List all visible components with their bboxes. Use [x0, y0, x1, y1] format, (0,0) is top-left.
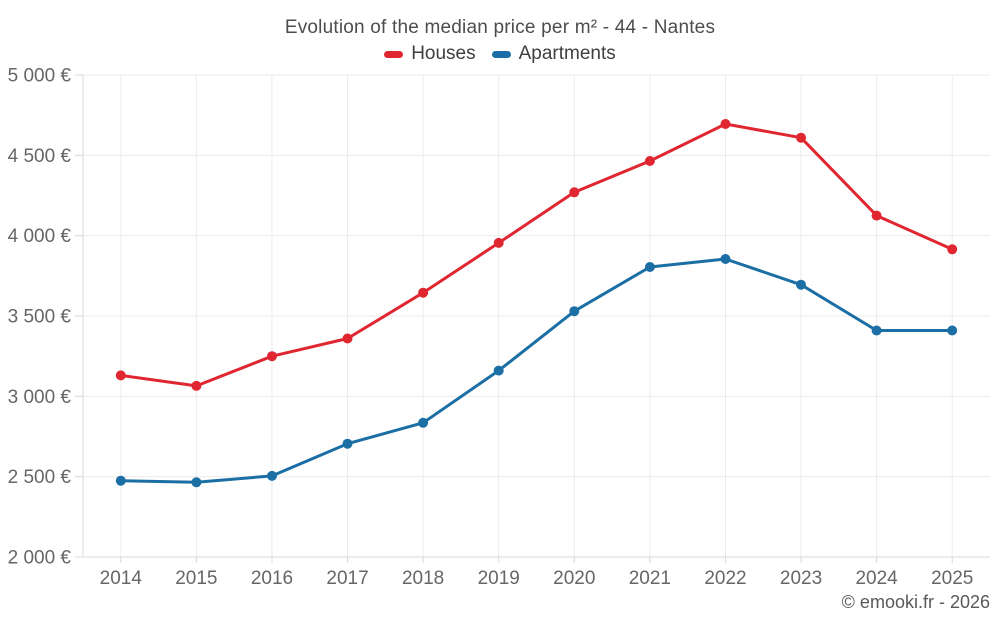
y-tick-label: 5 000 € [8, 66, 72, 87]
apartments-point-2020[interactable] [569, 306, 580, 317]
x-tick-label: 2022 [704, 568, 746, 589]
y-tick-label: 2 000 € [8, 548, 72, 569]
houses-line [119, 122, 954, 388]
legend-item-apartments[interactable]: Apartments [491, 43, 616, 65]
apartments-legend-label: Apartments [518, 43, 616, 64]
houses-point-2022[interactable] [720, 119, 731, 129]
x-tick-label: 2025 [931, 568, 973, 589]
houses-point-2015[interactable] [191, 380, 202, 391]
x-tick-label: 2017 [326, 568, 368, 589]
houses-point-2016[interactable] [267, 351, 277, 362]
x-tick-label: 2014 [100, 568, 143, 589]
x-tick-label: 2015 [175, 568, 217, 589]
houses-point-2017[interactable] [342, 333, 353, 344]
y-tick-label: 4 000 € [8, 226, 72, 247]
houses-point-2024[interactable] [871, 210, 882, 221]
y-tick-label: 2 500 € [8, 467, 72, 488]
apartments-point-2024[interactable] [871, 325, 882, 336]
copyright-credit: © emooki.fr - 2026 [841, 592, 990, 612]
x-tick-label: 2023 [780, 568, 822, 589]
houses-point-2025[interactable] [947, 244, 958, 255]
apartments-legend-swatch [491, 50, 511, 58]
apartments-line [119, 257, 954, 484]
y-tick-label: 3 500 € [8, 307, 72, 328]
apartments-point-2017[interactable] [342, 438, 353, 449]
x-tick-label: 2016 [251, 568, 293, 589]
apartments-point-2021[interactable] [644, 262, 655, 272]
houses-point-2014[interactable] [115, 370, 126, 381]
apartments-point-2014[interactable] [115, 475, 126, 486]
y-tick-label: 4 500 € [8, 146, 72, 167]
chart-legend: Houses Apartments [0, 43, 1000, 65]
apartments-point-2025[interactable] [947, 325, 958, 336]
apartments-point-2019[interactable] [493, 365, 504, 376]
x-tick-label: 2024 [855, 568, 898, 589]
chart-title: Evolution of the median price per m² - 4… [284, 17, 716, 38]
houses-legend-swatch [384, 50, 404, 58]
houses-point-2018[interactable] [418, 287, 429, 298]
x-tick-label: 2019 [478, 568, 520, 589]
apartments-point-2016[interactable] [267, 470, 277, 481]
apartments-point-2022[interactable] [720, 254, 731, 264]
houses-point-2019[interactable] [493, 237, 504, 248]
apartments-point-2018[interactable] [418, 417, 429, 428]
houses-point-2021[interactable] [644, 156, 655, 166]
x-tick-label: 2018 [402, 568, 444, 589]
houses-point-2023[interactable] [796, 132, 806, 143]
houses-legend-label: Houses [411, 43, 476, 64]
apartments-point-2015[interactable] [191, 477, 202, 488]
apartments-point-2023[interactable] [796, 279, 806, 290]
x-tick-label: 2021 [629, 568, 671, 589]
houses-point-2020[interactable] [569, 187, 580, 198]
y-tick-label: 3 000 € [8, 387, 72, 408]
x-tick-label: 2020 [553, 568, 595, 589]
legend-item-houses[interactable]: Houses [384, 43, 476, 65]
